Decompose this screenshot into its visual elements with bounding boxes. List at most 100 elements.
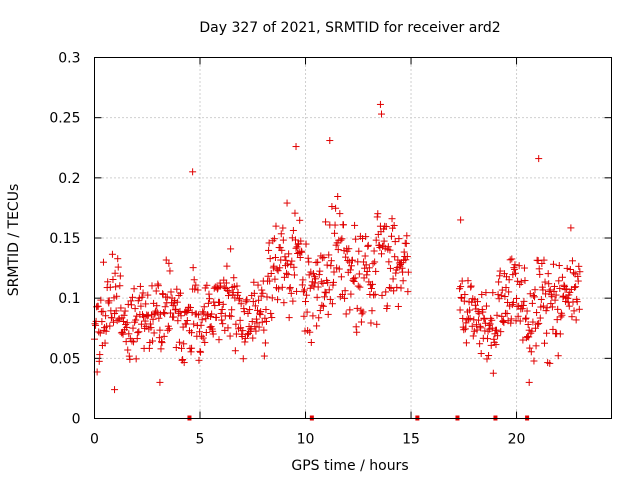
data-point (337, 236, 345, 244)
data-point (501, 293, 509, 301)
data-point (293, 287, 301, 295)
data-point (462, 319, 470, 327)
data-point (161, 303, 169, 311)
data-point (570, 307, 578, 315)
data-point (109, 318, 117, 326)
data-point (252, 327, 260, 335)
data-point (561, 286, 569, 294)
data-point (252, 315, 260, 323)
data-point (331, 229, 339, 237)
data-point (521, 277, 529, 285)
data-point (572, 283, 580, 291)
data-point (239, 355, 247, 363)
data-point (191, 285, 199, 293)
data-point (285, 314, 293, 322)
data-point (188, 344, 196, 352)
data-point (519, 336, 527, 344)
data-point (358, 310, 366, 318)
data-point (241, 334, 249, 342)
data-point (286, 285, 294, 293)
data-point (575, 305, 583, 313)
data-point (533, 309, 541, 317)
data-point (200, 303, 208, 311)
data-point (196, 347, 204, 355)
data-point (338, 235, 346, 243)
data-point (323, 261, 331, 269)
data-point (189, 264, 197, 272)
data-point (342, 310, 350, 318)
data-point (292, 244, 300, 252)
data-point (114, 263, 122, 271)
data-point (286, 283, 294, 291)
data-point (235, 296, 243, 304)
x-tick-label: 10 (297, 432, 315, 448)
data-point (505, 276, 513, 284)
data-point (314, 258, 322, 266)
data-point (260, 326, 268, 334)
data-point (571, 283, 579, 291)
data-point (108, 314, 116, 322)
data-point (217, 309, 225, 317)
data-point (202, 329, 210, 337)
data-point (497, 291, 505, 299)
data-point (523, 307, 531, 315)
data-point (271, 275, 279, 283)
data-point (187, 304, 195, 312)
data-point (363, 271, 371, 279)
data-point (268, 294, 276, 302)
data-point (160, 308, 168, 316)
data-point (187, 348, 195, 356)
data-point (145, 344, 153, 352)
data-point (338, 291, 346, 299)
grid-lines (94, 57, 612, 419)
data-point (219, 320, 227, 328)
data-point (213, 285, 221, 293)
data-point (507, 315, 515, 323)
data-point (302, 240, 310, 248)
data-point (189, 168, 197, 176)
data-point (95, 328, 103, 336)
data-point (178, 344, 186, 352)
data-point (154, 282, 162, 290)
data-point (503, 310, 511, 318)
data-point (394, 302, 402, 310)
data-point (522, 314, 530, 322)
data-point (161, 310, 169, 318)
data-point (262, 306, 270, 314)
data-point (325, 286, 333, 294)
data-point (322, 218, 330, 226)
data-point (282, 256, 290, 264)
data-point (460, 326, 468, 334)
data-point (482, 289, 490, 297)
data-point (224, 292, 232, 300)
data-point (498, 286, 506, 294)
data-point (299, 276, 307, 284)
data-point (565, 302, 573, 310)
data-point (128, 337, 136, 345)
data-point (250, 289, 258, 297)
data-point (332, 204, 340, 212)
data-point (152, 307, 160, 315)
data-point (326, 137, 334, 145)
data-point (473, 326, 481, 334)
data-point (560, 281, 568, 289)
chart-title: Day 327 of 2021, SRMTID for receiver ard… (199, 20, 500, 36)
data-point (483, 355, 491, 363)
data-point (457, 216, 465, 224)
data-point (260, 352, 268, 360)
data-point (127, 301, 135, 309)
data-point (291, 209, 299, 217)
data-point (150, 329, 158, 337)
x-tick-label: 20 (508, 432, 526, 448)
data-point (179, 356, 187, 364)
data-point (390, 221, 398, 229)
data-point (477, 324, 485, 332)
data-point (531, 286, 539, 294)
data-point (213, 283, 221, 291)
data-point (461, 325, 469, 333)
data-point (211, 302, 219, 310)
data-point (201, 338, 209, 346)
data-point (489, 369, 497, 377)
data-point (121, 307, 129, 315)
data-point (271, 254, 279, 262)
